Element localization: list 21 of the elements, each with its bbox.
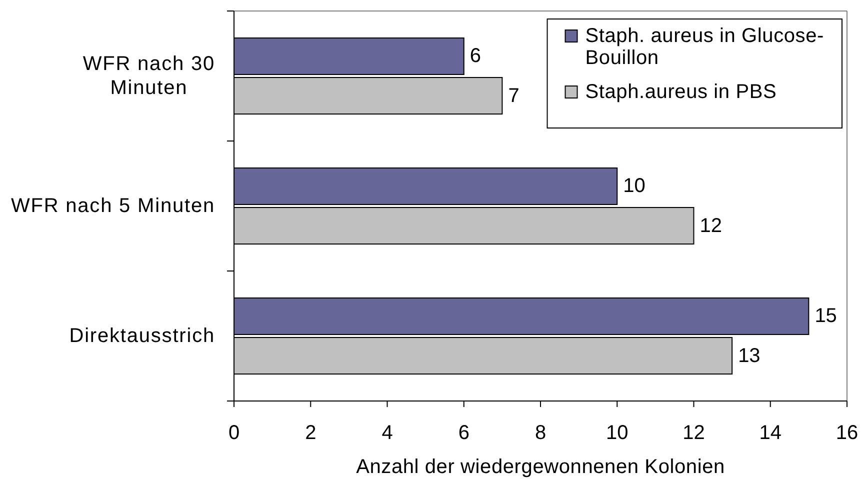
x-tick-label: 10 [606,422,628,444]
data-label: 10 [623,175,646,198]
x-tick-label: 2 [305,422,316,444]
data-label: 6 [470,45,481,68]
x-tick-label: 14 [759,422,782,444]
y-tick-label: WFR nach 5 Minuten [10,195,216,217]
x-axis-title: Anzahl der wiedergewonnenen Kolonien [356,456,725,478]
x-tick-label: 12 [682,422,705,444]
y-tick-label: WFR nach 30 Minuten [82,53,216,99]
legend-label: Staph. aureus in Glucose-Bouillon [585,25,824,69]
y-tick-label: Direktausstrich [69,325,216,347]
x-tick-label: 4 [382,422,393,444]
legend-label: Staph.aureus in PBS [585,81,777,103]
x-tick-label: 0 [228,422,240,444]
x-tick-label: 6 [458,422,470,444]
data-label: 7 [508,84,520,107]
data-label: 13 [738,344,760,367]
data-label: 15 [814,305,837,328]
data-label: 12 [700,214,722,237]
x-tick-label: 16 [836,422,858,444]
x-tick-label: 8 [534,422,546,444]
